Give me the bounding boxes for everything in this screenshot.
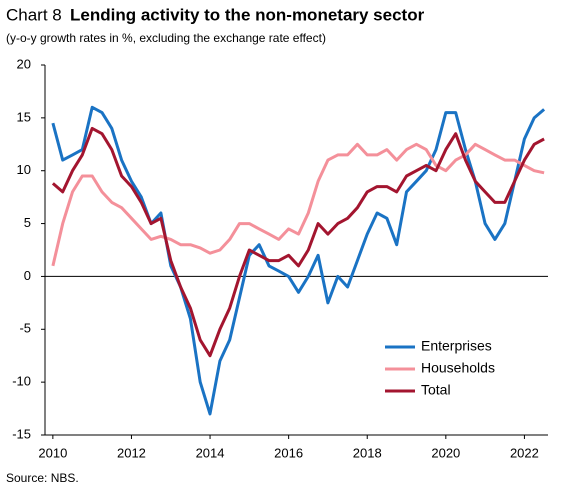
source: Source: NBS. (6, 471, 79, 485)
x-tick-label: 2016 (274, 445, 303, 460)
line (51, 105, 546, 416)
chart-title: Lending activity to the non-monetary sec… (70, 5, 425, 24)
y-tick-label: 15 (17, 109, 31, 124)
legend-label: Total (421, 382, 451, 398)
y-tick-label: 10 (17, 162, 31, 177)
x-tick-label: 2014 (196, 445, 225, 460)
y-tick-label: 5 (24, 215, 31, 230)
y-tick-label: 20 (17, 56, 31, 71)
y-tick-label: -15 (12, 426, 31, 441)
x-tick-label: 2010 (38, 445, 67, 460)
line (51, 142, 545, 267)
x-tick-label: 2018 (353, 445, 382, 460)
legend-label: Households (421, 360, 495, 376)
legend-label: Enterprises (421, 338, 492, 354)
x-tick-label: 2012 (117, 445, 146, 460)
y-tick-label: -10 (12, 374, 31, 389)
y-tick-label: -5 (19, 321, 31, 336)
line (51, 126, 545, 358)
subtitle: (y-o-y growth rates in %, excluding the … (6, 31, 326, 45)
x-tick-label: 2020 (431, 445, 460, 460)
y-tick-label: 0 (24, 268, 31, 283)
chart-label: Chart 8 (6, 5, 62, 24)
x-tick-label: 2022 (510, 445, 539, 460)
